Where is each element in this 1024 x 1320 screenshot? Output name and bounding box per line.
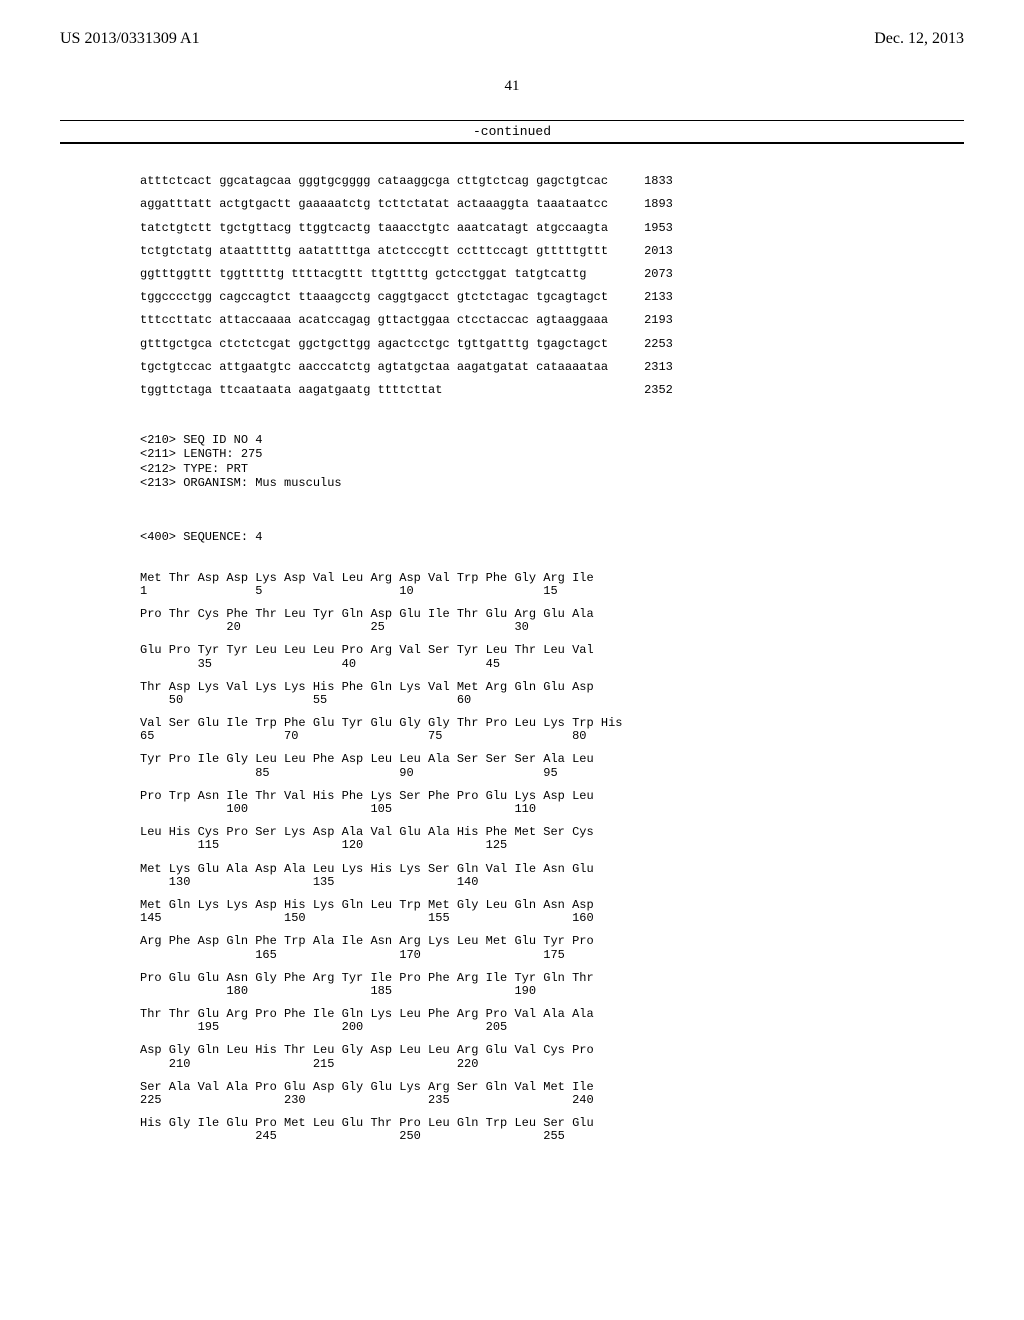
protein-num-line: 50 55 60: [140, 694, 964, 707]
sequence-label-block: <400> SEQUENCE: 4: [140, 531, 964, 544]
protein-group: His Gly Ile Glu Pro Met Leu Glu Thr Pro …: [140, 1117, 964, 1143]
protein-group: Pro Glu Glu Asn Gly Phe Arg Tyr Ile Pro …: [140, 972, 964, 998]
sequence-listing: atttctcact ggcatagcaa gggtgcgggg cataagg…: [140, 162, 964, 1167]
meta-line: <213> ORGANISM: Mus musculus: [140, 477, 964, 490]
protein-num-line: 115 120 125: [140, 839, 964, 852]
dna-sequence-block: atttctcact ggcatagcaa gggtgcgggg cataagg…: [140, 175, 964, 397]
dna-line: tatctgtctt tgctgttacg ttggtcactg taaacct…: [140, 222, 964, 235]
protein-sequence-block: Met Thr Asp Asp Lys Asp Val Leu Arg Asp …: [140, 572, 964, 1144]
protein-seq-line: Tyr Pro Ile Gly Leu Leu Phe Asp Leu Leu …: [140, 753, 964, 766]
protein-group: Pro Thr Cys Phe Thr Leu Tyr Gln Asp Glu …: [140, 608, 964, 634]
protein-num-line: 245 250 255: [140, 1130, 964, 1143]
dna-line: tgctgtccac attgaatgtc aacccatctg agtatgc…: [140, 361, 964, 374]
dna-line: tggttctaga ttcaataata aagatgaatg ttttctt…: [140, 384, 964, 397]
divider-top-thin: [60, 120, 964, 121]
dna-line: aggatttatt actgtgactt gaaaaatctg tcttcta…: [140, 198, 964, 211]
protein-group: Met Gln Lys Lys Asp His Lys Gln Leu Trp …: [140, 899, 964, 925]
dna-line: tggcccctgg cagccagtct ttaaagcctg caggtga…: [140, 291, 964, 304]
publication-date: Dec. 12, 2013: [874, 30, 964, 48]
page-number: 41: [60, 78, 964, 95]
protein-seq-line: Arg Phe Asp Gln Phe Trp Ala Ile Asn Arg …: [140, 935, 964, 948]
protein-num-line: 180 185 190: [140, 985, 964, 998]
protein-num-line: 65 70 75 80: [140, 730, 964, 743]
sequence-meta-block: <210> SEQ ID NO 4<211> LENGTH: 275 <212> …: [140, 434, 964, 490]
protein-group: Leu His Cys Pro Ser Lys Asp Ala Val Glu …: [140, 826, 964, 852]
dna-line: ggtttggttt tggtttttg ttttacgttt ttgttttg…: [140, 268, 964, 281]
divider-top-thick: [60, 142, 964, 144]
protein-seq-line: Met Lys Glu Ala Asp Ala Leu Lys His Lys …: [140, 863, 964, 876]
protein-num-line: 225 230 235 240: [140, 1094, 964, 1107]
protein-num-line: 100 105 110: [140, 803, 964, 816]
dna-line: atttctcact ggcatagcaa gggtgcgggg cataagg…: [140, 175, 964, 188]
dna-line: gtttgctgca ctctctcgat ggctgcttgg agactcc…: [140, 338, 964, 351]
protein-group: Met Thr Asp Asp Lys Asp Val Leu Arg Asp …: [140, 572, 964, 598]
protein-group: Arg Phe Asp Gln Phe Trp Ala Ile Asn Arg …: [140, 935, 964, 961]
protein-group: Val Ser Glu Ile Trp Phe Glu Tyr Glu Gly …: [140, 717, 964, 743]
protein-num-line: 85 90 95: [140, 767, 964, 780]
protein-group: Tyr Pro Ile Gly Leu Leu Phe Asp Leu Leu …: [140, 753, 964, 779]
protein-num-line: 20 25 30: [140, 621, 964, 634]
protein-num-line: 145 150 155 160: [140, 912, 964, 925]
meta-line: <212> TYPE: PRT: [140, 463, 964, 476]
protein-group: Thr Thr Glu Arg Pro Phe Ile Gln Lys Leu …: [140, 1008, 964, 1034]
protein-seq-line: Glu Pro Tyr Tyr Leu Leu Leu Pro Arg Val …: [140, 644, 964, 657]
protein-num-line: 165 170 175: [140, 949, 964, 962]
protein-group: Met Lys Glu Ala Asp Ala Leu Lys His Lys …: [140, 863, 964, 889]
protein-num-line: 195 200 205: [140, 1021, 964, 1034]
protein-seq-line: Asp Gly Gln Leu His Thr Leu Gly Asp Leu …: [140, 1044, 964, 1057]
protein-seq-line: Pro Glu Glu Asn Gly Phe Arg Tyr Ile Pro …: [140, 972, 964, 985]
continued-label: -continued: [60, 124, 964, 139]
protein-num-line: 130 135 140: [140, 876, 964, 889]
sequence-label: <400> SEQUENCE: 4: [140, 531, 964, 544]
protein-group: Thr Asp Lys Val Lys Lys His Phe Gln Lys …: [140, 681, 964, 707]
meta-line: <211> LENGTH: 275: [140, 448, 964, 461]
protein-group: Pro Trp Asn Ile Thr Val His Phe Lys Ser …: [140, 790, 964, 816]
protein-group: Glu Pro Tyr Tyr Leu Leu Leu Pro Arg Val …: [140, 644, 964, 670]
meta-line: <210> SEQ ID NO 4: [140, 434, 964, 447]
protein-group: Asp Gly Gln Leu His Thr Leu Gly Asp Leu …: [140, 1044, 964, 1070]
protein-group: Ser Ala Val Ala Pro Glu Asp Gly Glu Lys …: [140, 1081, 964, 1107]
protein-seq-line: Met Thr Asp Asp Lys Asp Val Leu Arg Asp …: [140, 572, 964, 585]
protein-num-line: 210 215 220: [140, 1058, 964, 1071]
patent-id: US 2013/0331309 A1: [60, 30, 200, 48]
protein-num-line: 1 5 10 15: [140, 585, 964, 598]
dna-line: tttccttatc attaccaaaa acatccagag gttactg…: [140, 314, 964, 327]
protein-num-line: 35 40 45: [140, 658, 964, 671]
protein-seq-line: Thr Asp Lys Val Lys Lys His Phe Gln Lys …: [140, 681, 964, 694]
dna-line: tctgtctatg ataatttttg aatattttga atctccc…: [140, 245, 964, 258]
header: US 2013/0331309 A1 Dec. 12, 2013: [60, 30, 964, 48]
